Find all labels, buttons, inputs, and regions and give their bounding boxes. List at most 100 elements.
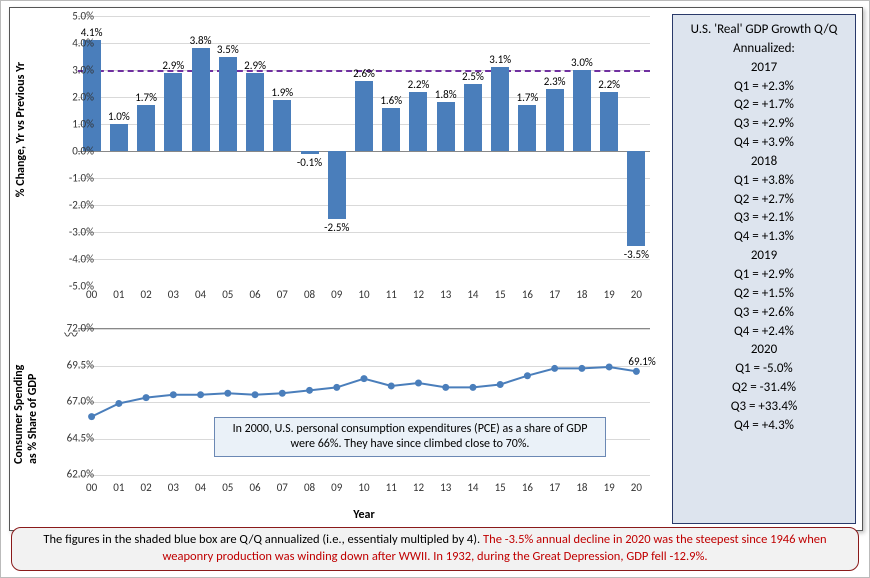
bar <box>546 89 564 151</box>
bar-xtick: 11 <box>378 288 404 301</box>
line-chart-annotation: In 2000, U.S. personal consumption expen… <box>214 417 606 457</box>
bar-value-label: 3.1% <box>483 53 517 66</box>
line-ytick: 64.5% <box>44 431 94 444</box>
bar <box>518 105 536 151</box>
side-row: Q2 = +2.7% <box>677 191 851 210</box>
bar-value-label: 1.7% <box>510 91 544 104</box>
chart-panel: % Change, Yr vs Previous Yr 4.1%1.0%1.7%… <box>9 7 863 531</box>
bar-xtick: 17 <box>542 288 568 301</box>
side-row: Q3 = +2.6% <box>677 304 851 323</box>
bar-xtick: 10 <box>351 288 377 301</box>
bar-value-label: 3.5% <box>211 43 245 56</box>
side-row: Q3 = +2.1% <box>677 209 851 228</box>
bar-value-label: 2.3% <box>538 75 572 88</box>
side-year: 2020 <box>677 341 851 360</box>
bar-chart: 4.1%1.0%1.7%2.9%3.8%3.5%2.9%1.9%-0.1%-2.… <box>78 16 650 304</box>
bar <box>464 84 482 152</box>
footer-annotation: The figures in the shaded blue box are Q… <box>11 527 859 571</box>
bar-ytick: 0.0% <box>44 145 94 158</box>
side-row: Q1 = +2.3% <box>677 78 851 97</box>
bar <box>409 92 427 151</box>
line-xtick: 09 <box>324 481 350 494</box>
bar-ytick: 5.0% <box>44 10 94 23</box>
bar-value-label: -3.5% <box>619 248 650 261</box>
line-ytick: 67.0% <box>44 395 94 408</box>
bar-xtick: 14 <box>460 288 486 301</box>
bar-xtick: 12 <box>405 288 431 301</box>
bar-xtick: 05 <box>215 288 241 301</box>
side-row: Q4 = +2.4% <box>677 323 851 342</box>
side-row: Q4 = +4.3% <box>677 417 851 436</box>
side-row: Q4 = +1.3% <box>677 228 851 247</box>
bar-xtick: 19 <box>596 288 622 301</box>
bar-value-label: 1.8% <box>429 88 463 101</box>
bar <box>164 73 182 151</box>
side-title-1: U.S. 'Real' GDP Growth Q/Q <box>677 21 851 40</box>
bar-ytick: -5.0% <box>44 280 94 293</box>
side-row: Q2 = -31.4% <box>677 379 851 398</box>
bar-y-axis-label-text: % Change, Yr vs Previous Yr <box>14 62 28 197</box>
line-xtick: 12 <box>405 481 431 494</box>
side-row: Q1 = +2.9% <box>677 266 851 285</box>
bar <box>192 48 210 151</box>
line-xtick: 00 <box>79 481 105 494</box>
line-chart: 〰 69.1% In 2000, U.S. personal consumpti… <box>78 328 650 502</box>
line-xtick: 06 <box>242 481 268 494</box>
bar <box>355 81 373 151</box>
side-year: 2019 <box>677 247 851 266</box>
bar-value-label: 1.7% <box>129 91 163 104</box>
line-y-axis-label: Consumer Spending as % Share of GDP <box>12 365 40 464</box>
bar-xtick: 08 <box>297 288 323 301</box>
footer-text-black: The figures in the shaded blue box are Q… <box>43 532 483 547</box>
bar <box>491 67 509 151</box>
bar-xtick: 13 <box>433 288 459 301</box>
side-year: 2018 <box>677 153 851 172</box>
side-rows-container: 2017Q1 = +2.3%Q2 = +1.7%Q3 = +2.9%Q4 = +… <box>677 59 851 436</box>
side-row: Q1 = -5.0% <box>677 360 851 379</box>
x-axis-label: Year <box>78 508 650 522</box>
side-row: Q2 = +1.7% <box>677 96 851 115</box>
charts-container: % Change, Yr vs Previous Yr 4.1%1.0%1.7%… <box>10 8 670 532</box>
bar <box>382 108 400 151</box>
bar-value-label: 2.5% <box>456 70 490 83</box>
bar-xtick: 07 <box>269 288 295 301</box>
line-ytick: 62.0% <box>44 468 94 481</box>
bar-value-label: 1.6% <box>374 94 408 107</box>
bar-value-label: 2.6% <box>347 67 381 80</box>
bar-value-label: 1.0% <box>102 110 136 123</box>
side-row: Q1 = +3.8% <box>677 172 851 191</box>
line-xtick: 10 <box>351 481 377 494</box>
bar-ytick: -2.0% <box>44 199 94 212</box>
line-xtick: 07 <box>269 481 295 494</box>
line-xtick: 17 <box>542 481 568 494</box>
line-ytick: 72.0% <box>44 322 94 335</box>
line-y-label-1: Consumer Spending <box>12 365 26 464</box>
bar <box>137 105 155 151</box>
side-year: 2017 <box>677 59 851 78</box>
bar-ytick: 3.0% <box>44 64 94 77</box>
bar <box>219 57 237 152</box>
bar <box>627 151 645 246</box>
bar <box>110 124 128 151</box>
bar-xtick: 04 <box>188 288 214 301</box>
line-xtick: 05 <box>215 481 241 494</box>
line-xtick: 08 <box>297 481 323 494</box>
bar-xtick: 02 <box>133 288 159 301</box>
bar-ytick: 1.0% <box>44 118 94 131</box>
bar-xtick: 16 <box>514 288 540 301</box>
side-row: Q3 = +2.9% <box>677 115 851 134</box>
line-xtick: 11 <box>378 481 404 494</box>
line-xtick: 02 <box>133 481 159 494</box>
bar-value-label: 1.9% <box>265 86 299 99</box>
bar-value-label: 2.9% <box>238 59 272 72</box>
side-row: Q4 = +3.9% <box>677 134 851 153</box>
bar-value-label: 2.9% <box>156 59 190 72</box>
side-row: Q2 = +1.5% <box>677 285 851 304</box>
bar-xtick: 09 <box>324 288 350 301</box>
bar-value-label: -2.5% <box>320 221 354 234</box>
line-end-label: 69.1% <box>628 355 655 368</box>
line-xtick: 04 <box>188 481 214 494</box>
line-xtick: 03 <box>160 481 186 494</box>
bar <box>600 92 618 151</box>
bar-ytick: 4.0% <box>44 37 94 50</box>
